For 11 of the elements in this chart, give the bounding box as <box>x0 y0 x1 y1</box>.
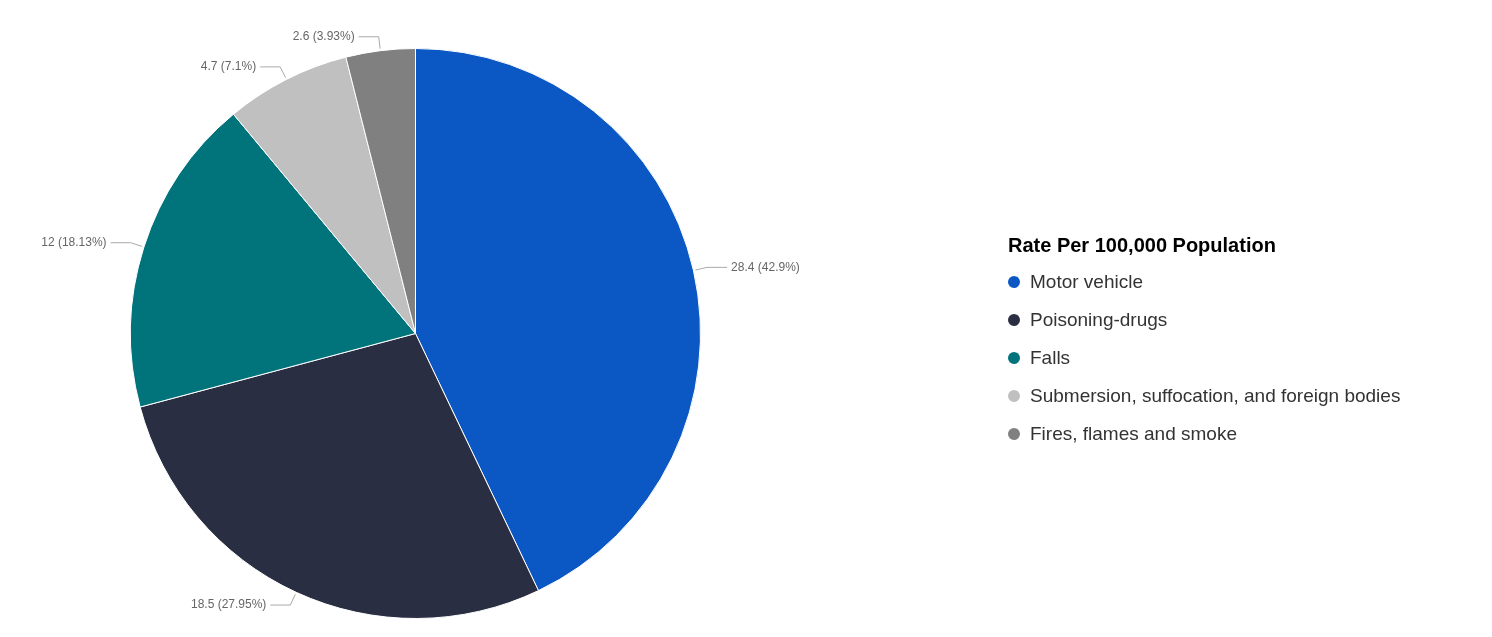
legend-label: Fires, flames and smoke <box>1030 423 1237 445</box>
legend-label: Poisoning-drugs <box>1030 309 1168 331</box>
legend-label: Motor vehicle <box>1030 271 1143 293</box>
legend-label: Falls <box>1030 347 1071 369</box>
legend-title: Rate Per 100,000 Population <box>1008 234 1277 257</box>
data-label: 2.6 (3.93%) <box>292 29 355 44</box>
data-label: 12 (18.13%) <box>41 235 107 250</box>
data-label: 4.7 (7.1%) <box>200 59 257 74</box>
legend-label: Submersion, suffocation, and foreign bodies <box>1030 385 1401 407</box>
data-label: 28.4 (42.9%) <box>731 259 800 274</box>
data-label: 18.5 (27.95%) <box>190 597 267 612</box>
